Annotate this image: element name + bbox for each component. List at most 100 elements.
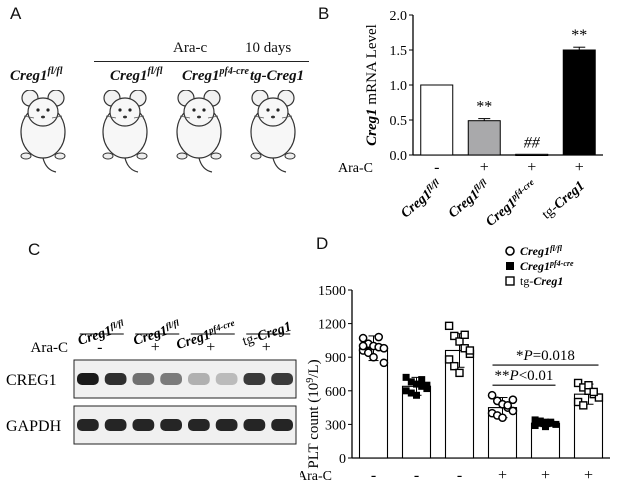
y-axis-label: Creg1 mRNA Level xyxy=(364,24,380,146)
data-point xyxy=(589,387,598,397)
blot-band xyxy=(271,373,293,385)
mouse-icon-3 xyxy=(176,90,222,173)
comparison-label: **P<0.01 xyxy=(495,368,554,384)
y-tick-label: 600 xyxy=(325,385,346,400)
y-tick-label: 900 xyxy=(325,351,346,366)
legend-circle-icon xyxy=(505,246,515,256)
blot-label: CREG1 xyxy=(6,372,57,389)
data-point xyxy=(508,395,518,405)
y-tick-label: 1.0 xyxy=(390,79,408,94)
blot-band xyxy=(188,419,210,431)
mouse-icon-1 xyxy=(20,90,66,173)
bar xyxy=(420,84,454,156)
data-point xyxy=(536,419,544,427)
panel-d-chart: 0 300 600 900 1200 1500 PLT count (109/L) Creg1… xyxy=(300,244,610,484)
category-label: tg-Creg1 xyxy=(539,179,587,223)
category-label: Creg1fl/fl xyxy=(397,177,446,222)
data-point xyxy=(358,341,368,351)
data-point xyxy=(531,422,539,430)
legend-label: Creg1pf4-cre xyxy=(520,259,574,273)
data-point xyxy=(379,343,389,353)
blot-band xyxy=(132,419,155,431)
y-axis-label: PLT count (109/L) xyxy=(305,359,322,468)
y-tick-label: 0 xyxy=(339,452,346,467)
data-point xyxy=(503,401,513,410)
ara-c-label: Ara-c xyxy=(173,40,208,56)
data-point xyxy=(374,332,384,342)
blot-band xyxy=(160,373,182,385)
bar xyxy=(562,49,596,156)
data-point xyxy=(542,423,549,431)
data-point xyxy=(413,391,420,399)
data-point xyxy=(498,413,507,423)
blot-band xyxy=(215,373,238,385)
blot-band xyxy=(160,419,182,431)
blot-band xyxy=(243,373,266,385)
panel-c-letter: C xyxy=(28,240,41,259)
ara-c-sign: - xyxy=(371,467,376,484)
data-point xyxy=(450,331,459,341)
mouse-icon-4 xyxy=(250,90,296,173)
data-point xyxy=(573,378,583,388)
panel-b-chart: 0.0 0.5 1.0 1.5 2.0 Creg1 mRNA Level -Creg1fl/… xyxy=(338,9,603,230)
mouse-label-2: Creg1fl/fl xyxy=(110,66,163,84)
ara-c-label: Ara-C xyxy=(31,340,69,356)
blot-band xyxy=(104,373,127,385)
data-point xyxy=(402,373,410,381)
panel-d-letter: D xyxy=(316,234,329,253)
panel-c-western-blot: Creg1fl/fl- Creg1fl/fl+ Creg1pf4-cre+ tg-Cr… xyxy=(6,317,297,445)
duration-label: 10 days xyxy=(245,40,292,56)
bar xyxy=(515,153,549,157)
data-point xyxy=(418,376,426,384)
data-point xyxy=(579,401,588,410)
data-point xyxy=(402,387,410,395)
data-point xyxy=(542,418,549,426)
mouse-label-1: Creg1fl/fl xyxy=(10,66,63,84)
legend-label: tg-Creg1 xyxy=(520,274,563,288)
blot-band xyxy=(215,419,238,431)
mouse-label-3: Creg1pf4-cre xyxy=(182,66,249,84)
mouse-illustrations xyxy=(20,90,296,173)
panel-a-letter: A xyxy=(10,4,22,23)
legend-square-icon xyxy=(505,276,515,286)
blot-band xyxy=(77,373,99,385)
data-point xyxy=(455,337,464,346)
ara-c-sign: + xyxy=(206,339,215,356)
ara-c-sign: + xyxy=(480,159,489,176)
panel-b-letter: B xyxy=(318,4,330,23)
mouse-label-4: tg-Creg1 xyxy=(250,68,305,84)
data-point xyxy=(407,389,415,397)
ara-c-sign: + xyxy=(527,159,536,176)
data-point xyxy=(379,358,389,368)
ara-c-sign: - xyxy=(414,467,419,484)
data-point xyxy=(423,381,431,389)
data-point xyxy=(418,382,426,390)
y-tick-label: 2.0 xyxy=(390,9,408,24)
ara-c-sign: - xyxy=(434,159,439,176)
data-point xyxy=(508,406,518,416)
significance-label: ** xyxy=(476,99,492,116)
data-point xyxy=(450,361,459,371)
significance-label: ## xyxy=(524,134,541,151)
category-label: Creg1pf4-cre xyxy=(482,177,540,230)
data-point xyxy=(487,390,497,400)
data-point xyxy=(455,368,464,378)
significance-label: ** xyxy=(571,27,587,44)
data-point xyxy=(552,420,560,428)
blot-band xyxy=(188,373,210,385)
data-point xyxy=(407,378,415,386)
category-label: Creg1fl/fl xyxy=(445,177,494,222)
data-point xyxy=(465,346,475,355)
y-tick-label: 1200 xyxy=(318,318,346,333)
comparison-label: *P=0.018 xyxy=(516,348,575,364)
ara-c-label: Ara-C xyxy=(338,161,373,176)
y-tick-label: 0.5 xyxy=(390,114,408,129)
treatment-line xyxy=(94,61,309,62)
y-tick-label: 1500 xyxy=(318,284,346,299)
blot-band xyxy=(104,419,127,431)
y-tick-label: 0.0 xyxy=(390,149,408,164)
ara-c-sign: + xyxy=(498,467,507,484)
data-point xyxy=(584,380,593,390)
ara-c-sign: - xyxy=(457,467,462,484)
ara-c-sign: + xyxy=(262,339,271,356)
